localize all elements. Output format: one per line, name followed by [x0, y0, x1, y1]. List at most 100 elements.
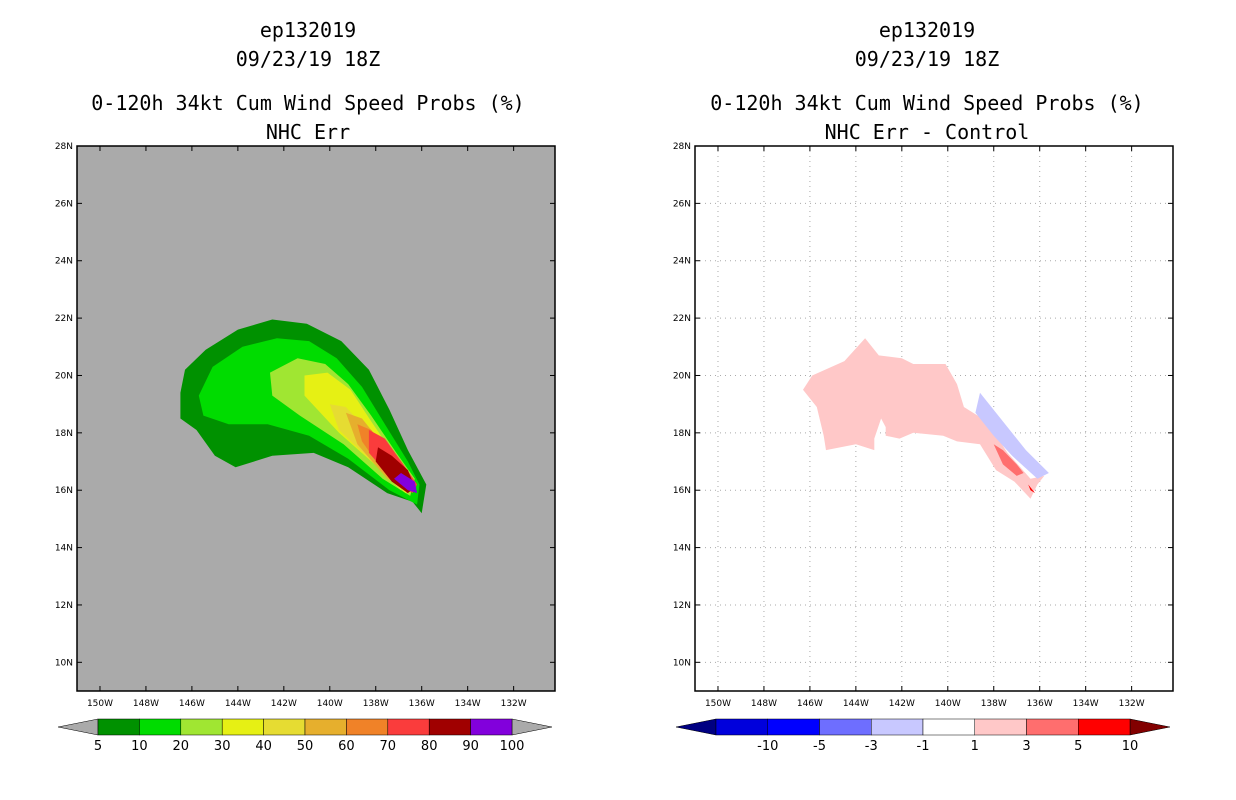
x-tick-label: 138W	[981, 699, 1007, 709]
right-x-axis: 150W 148W 146W 144W 142W 140W 138W 136W 134W 132W	[705, 146, 1145, 709]
colorbar-swatch	[263, 718, 306, 736]
contour-level-1	[803, 338, 1045, 499]
colorbar-label: 80	[421, 739, 438, 754]
colorbar-label: 5	[1074, 739, 1082, 754]
right-gridlines	[695, 145, 1173, 691]
y-tick-label: 12N	[55, 601, 73, 611]
colorbar-high-triangle	[1129, 718, 1171, 736]
x-tick-label: 142W	[271, 699, 297, 709]
y-tick-label: 26N	[673, 199, 691, 209]
colorbar-label: 40	[255, 739, 272, 754]
colorbar-swatch	[819, 718, 872, 736]
y-tick-label: 28N	[55, 142, 73, 152]
y-tick-label: 20N	[673, 371, 691, 381]
x-tick-label: 140W	[317, 699, 343, 709]
left-x-axis: 150W 148W 146W 144W 142W 140W 138W 136W 134W 132W	[87, 146, 527, 709]
right-contour-layer	[803, 338, 1049, 499]
colorbar-swatch	[221, 718, 264, 736]
contour-level-neg1	[975, 392, 1049, 479]
right-title: 0-120h 34kt Cum Wind Speed Probs (%)	[710, 91, 1143, 115]
colorbar-label: -5	[813, 739, 826, 754]
x-tick-label: 136W	[409, 699, 435, 709]
y-tick-label: 10N	[55, 658, 73, 668]
y-tick-label: 24N	[673, 257, 691, 267]
right-datetime: 09/23/19 18Z	[855, 47, 1000, 71]
right-panel: ep132019 09/23/19 18Z 0-120h 34kt Cum Wi…	[673, 18, 1174, 754]
y-tick-label: 16N	[673, 486, 691, 496]
left-colorbar: 5 10 20 30 40 50 60 70 80 90 100	[57, 718, 553, 754]
x-tick-label: 150W	[87, 699, 113, 709]
colorbar-swatch	[1026, 718, 1079, 736]
colorbar-label: 100	[500, 739, 525, 754]
right-storm-id: ep132019	[879, 18, 975, 42]
contour-level-5	[1028, 484, 1036, 494]
colorbar-swatch	[139, 718, 182, 736]
colorbar-label: 1	[971, 739, 979, 754]
y-tick-label: 18N	[673, 429, 691, 439]
y-tick-label: 12N	[673, 601, 691, 611]
colorbar-high-triangle	[511, 718, 553, 736]
colorbar-swatch	[922, 718, 975, 736]
x-tick-label: 146W	[179, 699, 205, 709]
colorbar-label: 10	[1122, 739, 1139, 754]
x-tick-label: 150W	[705, 699, 731, 709]
x-tick-label: 136W	[1027, 699, 1053, 709]
x-tick-label: 148W	[751, 699, 777, 709]
y-tick-label: 22N	[55, 314, 73, 324]
x-tick-label: 132W	[1119, 699, 1145, 709]
colorbar-swatch	[180, 718, 223, 736]
left-contour-layer	[180, 319, 427, 514]
right-y-axis: 10N 12N 14N 16N 18N 20N 22N 24N 26N 28N	[673, 142, 1173, 668]
colorbar-swatch	[387, 718, 430, 736]
colorbar-label: 60	[338, 739, 355, 754]
colorbar-label: 70	[380, 739, 397, 754]
left-storm-id: ep132019	[260, 18, 356, 42]
x-tick-label: 148W	[133, 699, 159, 709]
y-tick-label: 14N	[673, 544, 691, 554]
colorbar-label: 90	[462, 739, 479, 754]
y-tick-label: 14N	[55, 544, 73, 554]
y-tick-label: 20N	[55, 371, 73, 381]
right-subtitle: NHC Err - Control	[825, 120, 1030, 144]
left-y-axis: 10N 12N 14N 16N 18N 20N 22N 24N 26N 28N	[55, 142, 555, 668]
colorbar-swatch	[767, 718, 820, 736]
colorbar-swatch	[470, 718, 513, 736]
y-tick-label: 24N	[55, 257, 73, 267]
y-tick-label: 18N	[55, 429, 73, 439]
contour-level-3	[993, 444, 1024, 476]
colorbar-low-triangle	[675, 718, 717, 736]
x-tick-label: 140W	[935, 699, 961, 709]
colorbar-swatch	[304, 718, 347, 736]
left-panel: ep132019 09/23/19 18Z 0-120h 34kt Cum Wi…	[55, 18, 556, 754]
colorbar-label: 5	[94, 739, 102, 754]
x-tick-label: 146W	[797, 699, 823, 709]
colorbar-label: -1	[917, 739, 930, 754]
x-tick-label: 134W	[1073, 699, 1099, 709]
colorbar-label: -10	[757, 739, 778, 754]
colorbar-label: 30	[214, 739, 231, 754]
x-tick-label: 132W	[501, 699, 527, 709]
colorbar-swatch	[346, 718, 389, 736]
x-tick-label: 144W	[843, 699, 869, 709]
x-tick-label: 142W	[889, 699, 915, 709]
contour-level-90	[394, 473, 418, 494]
colorbar-swatch	[715, 718, 768, 736]
left-datetime: 09/23/19 18Z	[236, 47, 381, 71]
y-tick-label: 28N	[673, 142, 691, 152]
colorbar-swatch	[97, 718, 140, 736]
left-subtitle: NHC Err	[266, 120, 350, 144]
x-tick-label: 138W	[363, 699, 389, 709]
y-tick-label: 22N	[673, 314, 691, 324]
y-tick-label: 10N	[673, 658, 691, 668]
colorbar-label: -3	[865, 739, 878, 754]
right-colorbar: -10 -5 -3 -1 1 3 5 10	[675, 718, 1171, 754]
colorbar-label: 10	[131, 739, 148, 754]
y-tick-label: 16N	[55, 486, 73, 496]
colorbar-swatch	[871, 718, 924, 736]
colorbar-label: 50	[297, 739, 314, 754]
colorbar-swatch	[428, 718, 471, 736]
colorbar-swatch	[974, 718, 1027, 736]
y-tick-label: 26N	[55, 199, 73, 209]
x-tick-label: 134W	[455, 699, 481, 709]
